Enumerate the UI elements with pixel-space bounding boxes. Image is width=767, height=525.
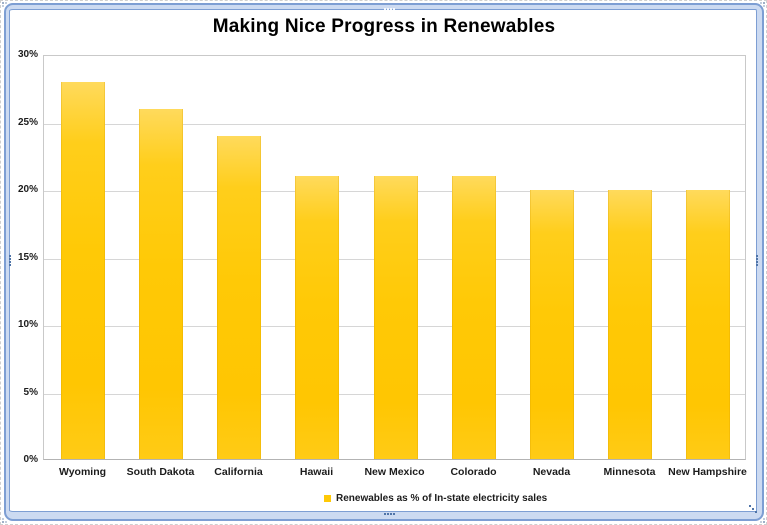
x-category-label: Hawaii [299,466,334,478]
bar-colorado [452,176,496,459]
resize-handle-bottom-right[interactable] [749,505,757,513]
y-tick-label: 10% [17,319,38,330]
bar-new-mexico [374,176,418,459]
bar-california [217,136,261,459]
x-category-label: California [214,466,263,478]
y-tick-label: 20% [17,184,38,195]
resize-handle-top[interactable] [384,8,395,10]
y-tick-label: 25% [17,117,38,128]
selection-marquee-corner [2,521,4,523]
x-category-label: South Dakota [126,466,195,478]
y-tick-label: 5% [23,387,38,398]
chart-frame: Making Nice Progress in Renewables 0% 5% 1… [4,3,764,521]
x-category-label: Wyoming [58,466,107,478]
y-axis: 0% 5% 10% 15% 20% 25% 30% [6,49,38,465]
bar-south-dakota [139,109,183,459]
selection-marquee-corner [763,2,765,4]
y-tick-label: 15% [17,252,38,263]
x-category-label: Colorado [450,466,497,478]
chart-title: Making Nice Progress in Renewables [212,16,556,37]
legend-label: Renewables as % of In-state electricity … [336,492,548,504]
bar-new-hampshire [686,190,730,459]
resize-handle-left[interactable] [9,255,11,266]
bar-hawaii [295,176,339,459]
x-category-label: Nevada [532,466,571,478]
bar-nevada [530,190,574,459]
y-tick-label: 0% [23,454,38,465]
x-category-label: New Hampshire [668,466,747,478]
bar-wyoming [61,82,105,459]
plot-area [43,55,746,460]
legend-swatch [324,494,331,502]
x-category-label: New Mexico [364,466,425,478]
legend: Renewables as % of In-state electricity … [324,491,547,505]
x-category-label: Minnesota [603,466,656,478]
resize-handle-right[interactable] [756,255,758,266]
y-tick-label: 30% [17,49,38,60]
gridline-25% [44,124,745,125]
selection-marquee-corner [763,521,765,523]
resize-handle-bottom[interactable] [384,513,395,515]
x-axis: Wyoming South Dakota California Hawaii New M… [43,466,747,482]
selection-marquee-corner [2,2,4,4]
bar-minnesota [608,190,652,459]
